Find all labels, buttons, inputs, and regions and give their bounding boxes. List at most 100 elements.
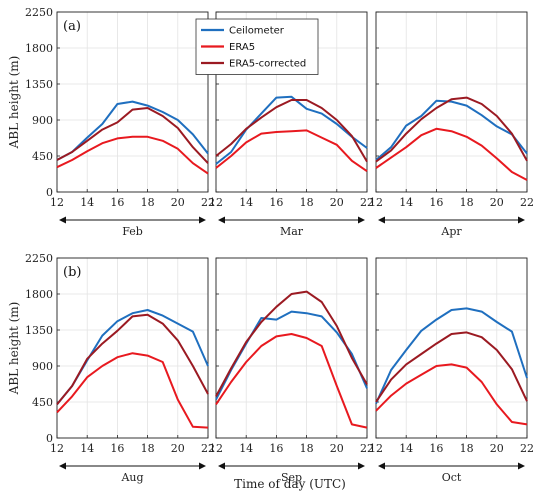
series-line-era5-corrected-apr: [375, 96, 528, 163]
month-label: Aug: [120, 471, 143, 484]
panel-label: (b): [63, 265, 81, 280]
x-tick-label: 16: [429, 196, 443, 209]
x-tick-label: 18: [300, 196, 314, 209]
y-tick-label: 2250: [25, 252, 53, 265]
x-tick-label: 12: [369, 442, 383, 455]
panel-label: (a): [63, 19, 81, 34]
panel-feb: 12 14 16 18 20 22 0 450 900 1350 1800 2250 Feb: [25, 6, 215, 238]
y-tick-label: 0: [46, 186, 53, 199]
month-arrow-right-head: [518, 462, 525, 470]
y-tick-label: 1800: [25, 42, 53, 55]
series-line-era5-sep: [215, 333, 368, 429]
legend-entry: ERA5-corrected: [229, 59, 306, 70]
plot-frame: [56, 257, 209, 439]
panel-sep: 12 14 16 18 20 22 Sep: [209, 257, 374, 484]
series-line-era5-feb: [56, 135, 209, 175]
x-tick-label: 18: [300, 442, 314, 455]
x-tick-label: 14: [399, 196, 413, 209]
month-label: Mar: [280, 225, 304, 238]
y-axis-label: ABL height (m): [7, 56, 21, 150]
plot-frame: [215, 257, 368, 439]
y-tick-label: 900: [32, 114, 53, 127]
x-tick-label: 16: [269, 442, 283, 455]
x-tick-label: 20: [490, 196, 504, 209]
x-tick-label: 22: [201, 442, 215, 455]
month-arrow-right-head: [199, 216, 206, 224]
series-line-ceilometer-oct: [375, 307, 528, 405]
x-tick-label: 20: [330, 196, 344, 209]
x-tick-label: 12: [50, 196, 64, 209]
plot-frame: [375, 257, 528, 439]
month-arrow-left-head: [59, 462, 66, 470]
x-tick-label: 14: [239, 196, 253, 209]
month-label: Feb: [122, 225, 143, 238]
y-axis-label: ABL height (m): [7, 302, 21, 396]
x-tick-label: 22: [520, 196, 534, 209]
panel-mar: 12 14 16 18 20 22 Mar: [209, 11, 374, 238]
month-arrow-right-head: [358, 216, 365, 224]
series-line-era5-apr: [375, 127, 528, 181]
x-tick-label: 18: [141, 196, 155, 209]
x-axis-label: Time of day (UTC): [234, 477, 346, 491]
x-tick-label: 22: [360, 442, 374, 455]
month-arrow-left-head: [378, 216, 385, 224]
x-tick-label: 22: [520, 442, 534, 455]
month-arrow-right-head: [199, 462, 206, 470]
x-tick-label: 18: [460, 442, 474, 455]
month-arrow-left-head: [218, 462, 225, 470]
y-tick-label: 2250: [25, 6, 53, 19]
series-line-era5-corrected-mar: [215, 99, 368, 163]
series-line-era5-oct: [375, 363, 528, 426]
x-tick-label: 16: [110, 196, 124, 209]
panel-aug: 12 14 16 18 20 22 0 450 900 1350 1800 2250 Aug: [25, 252, 215, 484]
x-tick-label: 20: [171, 442, 185, 455]
x-tick-label: 20: [330, 442, 344, 455]
y-tick-label: 1800: [25, 288, 53, 301]
legend-entry: ERA5: [229, 42, 255, 53]
series-line-era5-aug: [56, 352, 209, 429]
month-arrow-left-head: [59, 216, 66, 224]
x-tick-label: 18: [460, 196, 474, 209]
month-arrow-left-head: [218, 216, 225, 224]
x-tick-label: 14: [399, 442, 413, 455]
series-line-era5-corrected-aug: [56, 313, 209, 406]
series-line-ceilometer-feb: [56, 100, 209, 161]
series-line-era5-corrected-oct: [375, 331, 528, 403]
x-tick-label: 16: [269, 196, 283, 209]
y-tick-label: 0: [46, 432, 53, 445]
y-tick-label: 1350: [25, 324, 53, 337]
month-label: Sep: [281, 471, 302, 484]
x-tick-label: 14: [80, 442, 94, 455]
y-tick-label: 900: [32, 360, 53, 373]
x-tick-label: 14: [239, 442, 253, 455]
x-tick-label: 18: [141, 442, 155, 455]
x-tick-label: 22: [360, 196, 374, 209]
legend-entry: Ceilometer: [229, 26, 285, 37]
y-tick-label: 1350: [25, 78, 53, 91]
panel-oct: 12 14 16 18 20 22 Oct: [369, 257, 534, 484]
legend: Ceilometer ERA5 ERA5-corrected: [195, 18, 319, 75]
plot-frame: [215, 11, 368, 193]
panel-apr: 12 14 16 18 20 22 Apr: [369, 11, 534, 238]
series-line-era5-corrected-sep: [215, 290, 368, 397]
plot-frame: [56, 11, 209, 193]
series-line-era5-mar: [215, 129, 368, 173]
x-tick-label: 22: [201, 196, 215, 209]
x-tick-label: 20: [171, 196, 185, 209]
x-tick-label: 16: [429, 442, 443, 455]
month-label: Oct: [442, 471, 462, 484]
month-arrow-right-head: [358, 462, 365, 470]
x-tick-label: 14: [80, 196, 94, 209]
month-label: Apr: [440, 225, 462, 238]
month-arrow-right-head: [518, 216, 525, 224]
x-tick-label: 12: [369, 196, 383, 209]
y-tick-label: 450: [32, 150, 53, 163]
month-arrow-left-head: [378, 462, 385, 470]
x-tick-label: 12: [50, 442, 64, 455]
x-tick-label: 12: [209, 442, 223, 455]
series-line-ceilometer-mar: [215, 95, 368, 165]
plot-frame: [375, 11, 528, 193]
x-tick-label: 16: [110, 442, 124, 455]
series-line-era5-corrected-feb: [56, 107, 209, 164]
